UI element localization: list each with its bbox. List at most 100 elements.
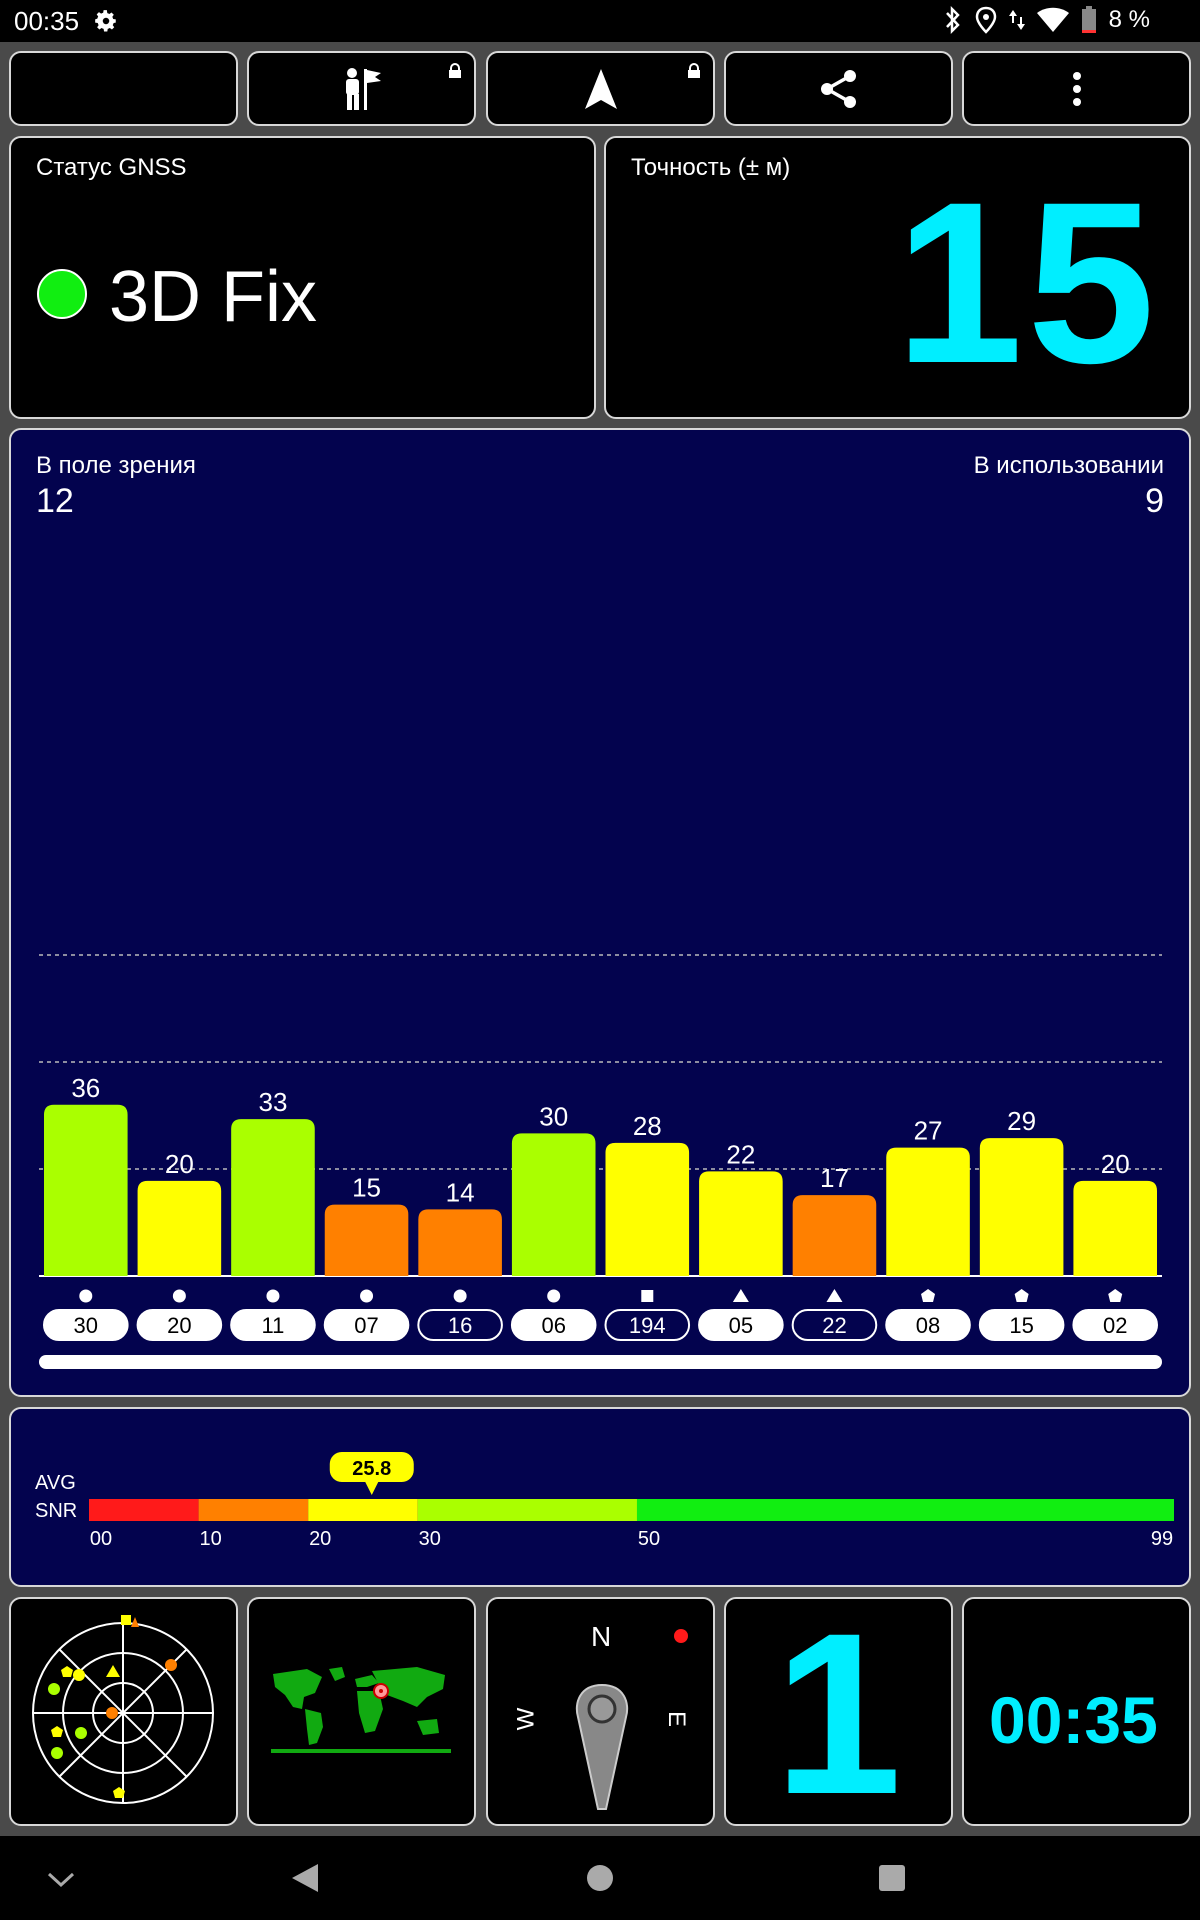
snr-scale-segment xyxy=(636,1499,1174,1521)
satellite-id-pill[interactable] xyxy=(885,1309,971,1341)
satellite-id-pill[interactable] xyxy=(791,1309,878,1341)
world-map-icon xyxy=(271,1667,451,1753)
world-map-tile[interactable] xyxy=(247,1597,476,1826)
satellite-id-label: 07 xyxy=(354,1313,378,1338)
satellite-id-pill[interactable] xyxy=(323,1309,410,1341)
satellite-id-pill[interactable] xyxy=(604,1309,691,1341)
night-mode-button[interactable] xyxy=(9,51,238,126)
more-button[interactable] xyxy=(962,51,1191,126)
settings-icon xyxy=(95,10,116,32)
avg-snr-scale: AVG SNR 00 10 20 30 50 99 25.8 xyxy=(35,1452,1174,1550)
snr-scale-segment xyxy=(417,1499,637,1521)
constellation-pentagon-icon xyxy=(1108,1289,1123,1302)
satellite-id-pill[interactable] xyxy=(230,1309,316,1341)
bar-value-label: 20 xyxy=(1101,1149,1130,1179)
snr-bar xyxy=(324,1204,409,1276)
satellite-id-label: 16 xyxy=(448,1313,472,1338)
battery-level: 8 % xyxy=(1108,6,1150,33)
gnss-status-panel: Статус GNSS 3D Fix xyxy=(9,136,596,419)
satellite-id-pill[interactable] xyxy=(417,1309,503,1341)
in-view-count: 12 xyxy=(36,482,74,520)
constellation-circle-icon xyxy=(266,1289,280,1303)
in-view-label: В поле зрения xyxy=(36,452,196,479)
satellite-id-label: 06 xyxy=(541,1313,565,1338)
collapse-chevron-icon[interactable] xyxy=(46,1870,76,1890)
recents-icon[interactable] xyxy=(878,1864,906,1892)
constellation-circle-icon xyxy=(453,1289,467,1303)
bar-value-label: 27 xyxy=(914,1116,943,1146)
snr-bar xyxy=(886,1147,970,1276)
snr-bar xyxy=(137,1180,222,1276)
clock-tile[interactable]: 00:35 xyxy=(962,1597,1191,1826)
home-icon[interactable] xyxy=(586,1864,614,1892)
satellite-id-pill[interactable] xyxy=(698,1309,784,1341)
satellite-id-label: 30 xyxy=(74,1313,98,1338)
constellation-circle-icon xyxy=(172,1289,186,1303)
lock-icon xyxy=(449,63,461,78)
snr-scale-tick-label: 20 xyxy=(309,1528,331,1550)
compass-west-label: W xyxy=(512,1707,540,1731)
snr-bar xyxy=(1073,1180,1157,1276)
constellation-triangle-icon xyxy=(732,1289,749,1302)
constellation-circle-icon xyxy=(360,1289,374,1303)
snr-bar xyxy=(792,1195,877,1276)
snr-bar xyxy=(418,1209,502,1276)
navigation-button[interactable] xyxy=(486,51,715,126)
back-icon[interactable] xyxy=(290,1862,320,1894)
satellite-id-pill[interactable] xyxy=(510,1309,597,1341)
satellite-id-label: 11 xyxy=(262,1313,285,1338)
satellite-chart-panel: В поле зрения 12 В использовании 9 36 30 2… xyxy=(9,428,1191,1397)
lock-icon xyxy=(688,63,700,78)
hiker-flag-button[interactable] xyxy=(247,51,476,126)
bar-value-label: 20 xyxy=(165,1149,194,1179)
sky-view-tile[interactable] xyxy=(9,1597,238,1826)
snr-scale-tick-label: 99 xyxy=(1151,1528,1173,1550)
fix-indicator-dot xyxy=(37,269,87,319)
avg-label: AVG xyxy=(35,1472,76,1494)
snr-scale-tick-label: 00 xyxy=(90,1528,112,1550)
satellite-id-pill[interactable] xyxy=(43,1309,129,1341)
snr-scale-segment xyxy=(308,1499,418,1521)
avg-snr-panel: AVG SNR 00 10 20 30 50 99 25.8 xyxy=(9,1407,1191,1587)
bar-value-label: 28 xyxy=(633,1111,662,1141)
snr-bar xyxy=(699,1171,783,1276)
satellite-id-label: 05 xyxy=(729,1313,753,1338)
bar-value-label: 30 xyxy=(539,1101,568,1131)
satellite-id-pill[interactable] xyxy=(978,1309,1065,1341)
data-arrows-icon xyxy=(1008,10,1025,30)
satellites-fix-tile[interactable]: 1 xyxy=(724,1597,953,1829)
in-use-count: 9 xyxy=(1145,482,1164,520)
satellite-id-pill[interactable] xyxy=(1072,1309,1158,1341)
navigation-bar xyxy=(0,1836,1200,1920)
chart-scrollbar[interactable] xyxy=(39,1355,1162,1369)
satellite-id-label: 08 xyxy=(916,1313,940,1338)
accuracy-panel: Точность (± м) 15 xyxy=(604,136,1191,419)
bar-value-label: 33 xyxy=(258,1087,287,1117)
satellite-id-label: 22 xyxy=(822,1313,846,1338)
constellation-circle-icon xyxy=(547,1289,561,1303)
bar-value-label: 14 xyxy=(446,1177,475,1207)
satellite-id-pill[interactable] xyxy=(136,1309,223,1341)
gnss-status-label: Статус GNSS xyxy=(36,154,187,181)
share-button[interactable] xyxy=(724,51,953,126)
accuracy-value: 15 xyxy=(895,154,1159,411)
bar-value-label: 36 xyxy=(71,1073,100,1103)
snr-bar xyxy=(231,1119,315,1276)
satellite-id-label: 194 xyxy=(629,1313,666,1338)
compass-tile[interactable]: N E W xyxy=(486,1597,715,1826)
hiker-flag-icon xyxy=(345,67,381,110)
bar-value-label: 29 xyxy=(1007,1106,1036,1136)
accuracy-label: Точность (± м) xyxy=(631,154,791,181)
bluetooth-icon xyxy=(945,6,960,34)
recording-dot xyxy=(674,1629,688,1643)
snr-scale-tick-label: 30 xyxy=(419,1528,441,1550)
snr-scale-segment xyxy=(198,1499,309,1521)
avg-snr-value: 25.8 xyxy=(352,1458,391,1480)
satellite-id-label: 20 xyxy=(167,1313,191,1338)
avg-snr-pointer xyxy=(364,1481,379,1495)
sky-plot xyxy=(32,1615,214,1804)
navigation-arrow-icon xyxy=(584,68,617,109)
moon-icon xyxy=(112,71,130,106)
constellation-square-icon xyxy=(641,1290,654,1302)
status-bar: 00:35 8 % xyxy=(0,0,1200,42)
